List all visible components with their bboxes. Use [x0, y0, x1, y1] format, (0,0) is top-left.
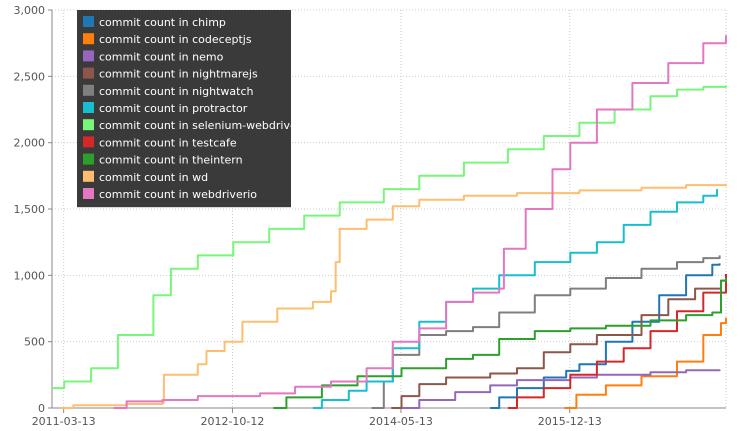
legend-label: commit count in nightmarejs: [99, 68, 258, 81]
y-tick-label: 1,500: [14, 203, 46, 216]
legend-label: commit count in selenium-webdriver: [99, 119, 302, 132]
y-tick-label: 1,000: [14, 269, 46, 282]
legend: commit count in chimp commit count in cod…: [77, 10, 302, 208]
series-line: [564, 317, 727, 409]
legend-swatch: [83, 188, 94, 199]
x-tick-label: 2012-10-12: [200, 415, 264, 428]
x-tick-label: 2014-05-13: [369, 415, 433, 428]
legend-swatch: [83, 67, 94, 79]
legend-label: commit count in webdriverio: [99, 188, 257, 201]
legend-label: commit count in theintern: [99, 154, 243, 167]
legend-swatch: [83, 170, 94, 182]
legend-background: [77, 10, 291, 208]
legend-label: commit count in codeceptjs: [99, 33, 252, 46]
series-line: [52, 85, 727, 390]
y-tick-label: 2,000: [14, 137, 46, 150]
x-tick-label: 2015-12-13: [538, 415, 602, 428]
grid: [52, 9, 727, 408]
series-line: [371, 255, 721, 409]
legend-swatch: [83, 136, 94, 148]
series-line: [490, 263, 721, 409]
legend-label: commit count in nemo: [99, 50, 224, 63]
legend-swatch: [83, 102, 94, 113]
legend-swatch: [83, 16, 94, 27]
legend-label: commit count in chimp: [99, 16, 226, 29]
series-lines: [52, 35, 727, 409]
series-line: [60, 183, 727, 409]
legend-label: commit count in protractor: [99, 102, 248, 115]
series-line: [391, 279, 727, 409]
legend-swatch: [83, 33, 94, 45]
legend-swatch: [83, 84, 94, 96]
y-tick-label: 0: [38, 402, 45, 415]
legend-swatch: [83, 153, 94, 165]
legend-swatch: [83, 119, 94, 131]
series-line: [273, 278, 727, 409]
series-line: [507, 274, 727, 409]
legend-label: commit count in testcafe: [99, 136, 237, 149]
x-tick-label: 2011-03-13: [32, 415, 96, 428]
axes: 0 500 1,000 1,500 2,000 2,500 3,000 2011-03-13 2…: [14, 4, 726, 428]
legend-label: commit count in nightwatch: [99, 85, 254, 98]
legend-label: commit count in wd: [99, 171, 208, 184]
y-tick-label: 3,000: [14, 4, 46, 17]
legend-swatch: [83, 50, 94, 62]
y-tick-label: 500: [24, 336, 45, 349]
y-tick-label: 2,500: [14, 70, 46, 83]
series-line: [312, 189, 718, 409]
series-line: [113, 35, 727, 409]
